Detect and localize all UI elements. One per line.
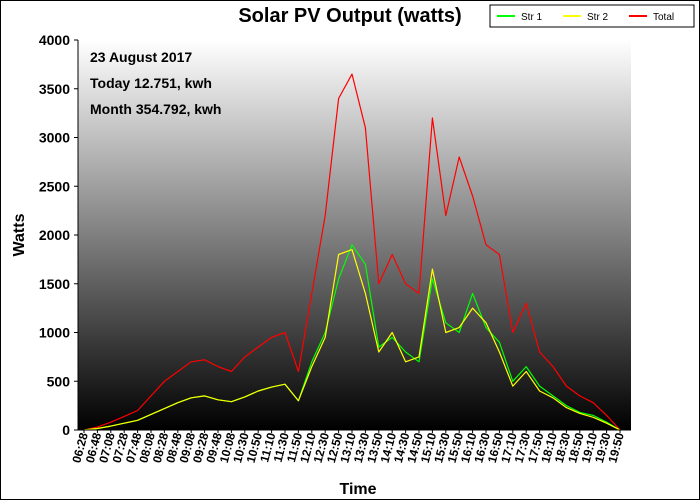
annotation-date: 23 August 2017 [90, 49, 192, 65]
y-tick-label: 0 [62, 422, 70, 438]
y-tick-label: 4000 [39, 32, 70, 48]
y-tick-label: 3500 [39, 81, 70, 97]
y-tick-label: 2500 [39, 178, 70, 194]
series-line-total [83, 73, 621, 431]
legend: Str 1 Str 2 Total [489, 4, 695, 28]
x-axis-label: Time [339, 481, 376, 498]
x-ticks: 06:2806:4807:0807:2807:4808:0808:2808:48… [69, 430, 627, 464]
annotation-month-energy: Month 354.792, kwh [90, 101, 221, 117]
y-ticks: 0 500 1000 1500 2000 2500 3000 3500 4000 [39, 32, 78, 438]
y-tick-label: 500 [47, 373, 71, 389]
chart-title: Solar PV Output (watts) [238, 5, 461, 27]
y-axis-label: Watts [11, 213, 28, 256]
y-tick-label: 1500 [39, 276, 70, 292]
y-tick-label: 3000 [39, 130, 70, 146]
series-layer [83, 73, 621, 431]
legend-items: Str 1 Str 2 Total [497, 12, 674, 23]
series-line-str-2 [83, 249, 621, 431]
legend-box [489, 4, 695, 28]
legend-label-str-2: Str 2 [587, 12, 609, 23]
y-tick-label: 2000 [39, 227, 70, 243]
legend-label-total: Total [653, 12, 674, 23]
y-tick-label: 1000 [39, 325, 70, 341]
plot-area [78, 40, 631, 430]
annotation-today-energy: Today 12.751, kwh [90, 75, 212, 91]
legend-label-str-1: Str 1 [521, 12, 543, 23]
